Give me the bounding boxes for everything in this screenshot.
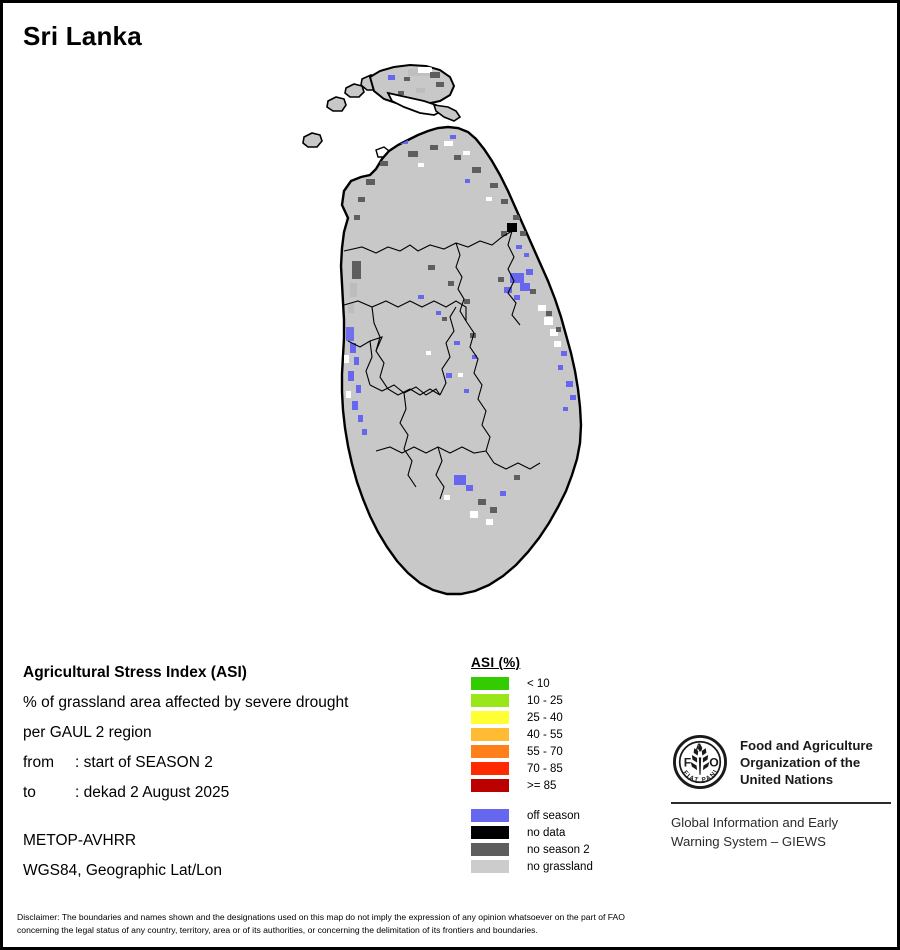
legend-swatch bbox=[471, 826, 509, 839]
giews-line-2: Warning System – GIEWS bbox=[671, 834, 826, 849]
elephant-pass bbox=[432, 104, 462, 122]
legend-label: 70 - 85 bbox=[527, 762, 563, 775]
legend-swatch bbox=[471, 762, 509, 775]
jaffna-pixels bbox=[388, 67, 444, 95]
legend-title: ASI (%) bbox=[471, 655, 521, 670]
fao-org-line-2: Organization of the bbox=[740, 754, 861, 770]
info-sensor: METOP-AVHRR bbox=[23, 832, 137, 849]
legend-swatch bbox=[471, 677, 509, 690]
legend-label: no grassland bbox=[527, 860, 593, 873]
page-title: Sri Lanka bbox=[23, 21, 142, 51]
legend-swatch bbox=[471, 860, 509, 873]
legend-swatch bbox=[471, 843, 509, 856]
info-projection: WGS84, Geographic Lat/Lon bbox=[23, 862, 223, 879]
legend-swatch bbox=[471, 694, 509, 707]
fao-divider bbox=[671, 802, 891, 804]
legend-label: off season bbox=[527, 809, 580, 822]
fao-logo-row: F A O FIAT PANIS Food and Agriculture Or… bbox=[671, 733, 893, 791]
legend-swatch bbox=[471, 728, 509, 741]
fao-branding-block: F A O FIAT PANIS Food and Agriculture Or… bbox=[671, 733, 893, 851]
info-from-row: from : start of SEASON 2 bbox=[23, 748, 453, 778]
nainativu-island bbox=[326, 96, 347, 112]
legend-swatch bbox=[471, 745, 509, 758]
info-from-value: : start of SEASON 2 bbox=[75, 754, 213, 771]
legend-row[interactable]: < 10 bbox=[471, 675, 651, 692]
legend-label: 10 - 25 bbox=[527, 694, 563, 707]
legend-label: 40 - 55 bbox=[527, 728, 563, 741]
fao-logo-icon: F A O FIAT PANIS bbox=[671, 733, 727, 789]
legend-label: >= 85 bbox=[527, 779, 557, 792]
mainland-group bbox=[339, 125, 583, 596]
disclaimer-line-1: Disclaimer: The boundaries and names sho… bbox=[17, 912, 625, 922]
svg-text:A: A bbox=[695, 742, 702, 753]
legend-row[interactable]: 70 - 85 bbox=[471, 760, 651, 777]
info-heading: Agricultural Stress Index (ASI) bbox=[23, 664, 247, 681]
info-spacer bbox=[23, 808, 453, 826]
info-subtitle: % of grassland area affected by severe d… bbox=[23, 694, 349, 711]
legend-row-off-season[interactable]: off season bbox=[471, 807, 651, 824]
fao-org-line-1: Food and Agriculture bbox=[740, 737, 873, 753]
map-canvas[interactable] bbox=[258, 55, 658, 635]
legend-label: no season 2 bbox=[527, 843, 590, 856]
fao-org-line-3: United Nations bbox=[740, 771, 834, 787]
info-region-unit: per GAUL 2 region bbox=[23, 724, 152, 741]
info-to-value: : dekad 2 August 2025 bbox=[75, 784, 230, 801]
info-to-row: to : dekad 2 August 2025 bbox=[23, 778, 453, 808]
sri-lanka-coastline bbox=[339, 125, 583, 596]
kayts-island bbox=[344, 83, 365, 98]
disclaimer-line-2: concerning the legal status of any count… bbox=[17, 925, 538, 935]
legend-swatch bbox=[471, 779, 509, 792]
legend-swatch bbox=[471, 809, 509, 822]
svg-text:O: O bbox=[709, 756, 718, 770]
legend-row[interactable]: 40 - 55 bbox=[471, 726, 651, 743]
delft-island bbox=[302, 132, 323, 148]
legend-row[interactable]: 25 - 40 bbox=[471, 709, 651, 726]
fao-organization-name: Food and Agriculture Organization of the… bbox=[740, 737, 873, 788]
legend-row-no-data[interactable]: no data bbox=[471, 824, 651, 841]
legend-row[interactable]: 10 - 25 bbox=[471, 692, 651, 709]
legend-gap bbox=[471, 794, 651, 807]
admin-boundaries bbox=[343, 230, 541, 500]
legend-row[interactable]: 55 - 70 bbox=[471, 743, 651, 760]
legend-row-no-season-2[interactable]: no season 2 bbox=[471, 841, 651, 858]
legend-label: < 10 bbox=[527, 677, 550, 690]
disclaimer: Disclaimer: The boundaries and names sho… bbox=[17, 911, 889, 937]
giews-line-1: Global Information and Early bbox=[671, 815, 839, 830]
legend-row-no-grassland[interactable]: no grassland bbox=[471, 858, 651, 875]
legend-label: no data bbox=[527, 826, 566, 839]
map-info-block: Agricultural Stress Index (ASI) % of gra… bbox=[23, 658, 453, 886]
svg-text:F: F bbox=[684, 756, 691, 770]
legend-label: 25 - 40 bbox=[527, 711, 563, 724]
legend-label: 55 - 70 bbox=[527, 745, 563, 758]
info-from-label: from bbox=[23, 754, 54, 771]
sri-lanka-map-svg[interactable] bbox=[258, 55, 658, 635]
map-legend: ASI (%) < 10 10 - 25 25 - 40 40 - 55 55 … bbox=[471, 655, 651, 875]
info-to-label: to bbox=[23, 784, 36, 801]
legend-swatch bbox=[471, 711, 509, 724]
legend-row[interactable]: >= 85 bbox=[471, 777, 651, 794]
giews-system-name: Global Information and Early Warning Sys… bbox=[671, 813, 893, 851]
